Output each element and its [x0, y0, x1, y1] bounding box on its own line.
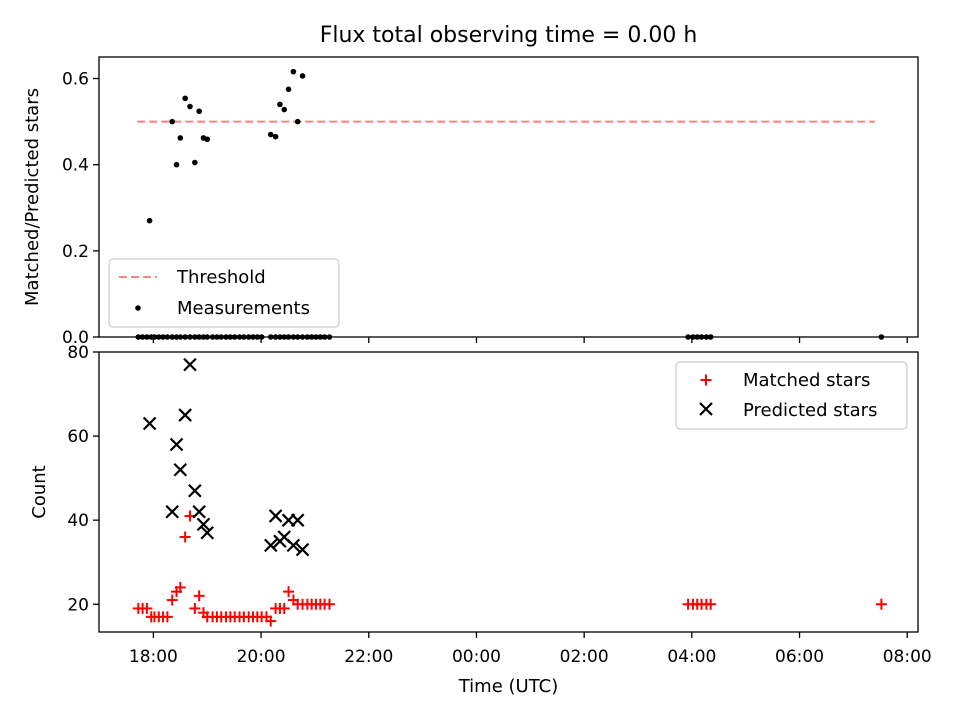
data-point	[281, 106, 288, 113]
legend-measurements-label: Measurements	[177, 298, 310, 319]
data-point	[177, 135, 184, 141]
data-point	[285, 86, 292, 93]
data-point-stroke	[268, 509, 283, 523]
data-point-stroke	[169, 437, 184, 452]
legend-box	[675, 361, 908, 430]
data-point	[142, 416, 157, 431]
data-point-stroke	[196, 517, 211, 532]
legend-threshold-label: Threshold	[176, 267, 266, 288]
data-point	[182, 95, 188, 102]
data-point	[166, 594, 178, 606]
legend-measurements-swatch	[135, 305, 141, 311]
data-point-stroke	[192, 504, 206, 519]
data-point	[169, 118, 176, 125]
data-point	[165, 504, 180, 519]
data-point	[267, 131, 274, 138]
x-tick-label: 00:00	[452, 647, 501, 667]
data-point	[278, 602, 290, 614]
data-point	[295, 542, 310, 557]
data-point	[146, 217, 153, 224]
x-tick-label: 04:00	[667, 647, 716, 667]
data-point	[189, 602, 201, 614]
legend-predicted-swatch	[699, 402, 713, 416]
data-point	[277, 101, 283, 108]
x-tick-label: 02:00	[560, 647, 609, 667]
count-panel: 20 40 60 80 18:00 20:00 22:00 00:00 02:00 04:00 06…	[29, 343, 932, 697]
data-point-stroke	[286, 538, 301, 553]
data-point	[290, 513, 305, 527]
figure-title: Flux total observing time = 0.00 h	[320, 23, 698, 48]
data-point	[188, 483, 202, 498]
axes-frame	[98, 351, 919, 633]
x-tick-label: 06:00	[775, 647, 824, 667]
data-point	[196, 517, 211, 532]
data-point-stroke	[165, 504, 180, 519]
data-point	[263, 538, 278, 553]
data-point-stroke	[188, 483, 202, 498]
data-point	[192, 504, 206, 519]
data-point	[196, 108, 202, 115]
data-point-stroke	[173, 462, 188, 477]
y-tick-label: 0.4	[62, 156, 89, 176]
data-point	[290, 68, 297, 75]
x-axis-label: Time (UTC)	[458, 676, 559, 697]
y-tick-label: 0.6	[62, 70, 89, 90]
data-point	[193, 590, 205, 602]
series-predicted-stars	[142, 357, 310, 557]
data-point	[265, 615, 277, 627]
data-point	[875, 598, 887, 610]
legend: Matched stars Predicted stars	[675, 361, 908, 430]
data-point	[179, 531, 191, 543]
data-point	[192, 159, 198, 166]
data-point-stroke	[183, 357, 197, 372]
data-point	[187, 103, 193, 110]
data-point	[286, 538, 301, 553]
data-point-stroke	[290, 513, 305, 527]
data-point-stroke	[295, 542, 310, 557]
x-tick-label: 08:00	[883, 647, 932, 667]
data-point	[161, 611, 173, 623]
data-point-stroke	[142, 416, 157, 431]
legend-predicted-label: Predicted stars	[743, 400, 877, 421]
x-tick-label: 22:00	[344, 647, 393, 667]
legend: Threshold Measurements	[108, 258, 340, 328]
y-tick-label: 40	[67, 511, 89, 531]
data-point-stroke	[277, 530, 292, 544]
data-point	[204, 136, 211, 143]
data-point	[169, 437, 184, 452]
y-tick-label: 20	[67, 595, 89, 615]
data-point	[283, 586, 295, 598]
data-point-stroke	[200, 526, 215, 540]
data-point	[323, 598, 335, 610]
data-point-stroke	[263, 538, 278, 553]
series-matched-stars	[132, 510, 887, 627]
data-point	[200, 526, 215, 540]
y-tick-label: 80	[67, 343, 89, 363]
y-tick-label: 0.2	[62, 242, 89, 262]
data-point	[272, 133, 279, 140]
data-point	[178, 408, 192, 422]
data-point	[174, 581, 186, 593]
axes-frame	[98, 56, 919, 338]
y-tick-label: 0.0	[62, 328, 89, 348]
x-tick-label: 20:00	[237, 647, 286, 667]
data-point	[141, 602, 153, 614]
data-point	[173, 161, 180, 168]
legend-box	[108, 258, 340, 328]
ratio-panel: 0.0 0.2 0.4 0.6 Matched/Predicted stars Thres…	[22, 56, 919, 348]
data-point-stroke	[178, 408, 192, 422]
y-tick-label: 60	[67, 427, 89, 447]
data-point	[268, 509, 283, 523]
data-point	[705, 598, 717, 610]
data-point	[173, 462, 188, 477]
data-point	[183, 357, 197, 372]
data-point	[294, 118, 301, 125]
x-tick-label: 18:00	[129, 647, 178, 667]
y-axis-label: Matched/Predicted stars	[22, 88, 43, 306]
y-axis-label: Count	[29, 465, 50, 518]
data-point	[299, 73, 306, 79]
legend-matched-label: Matched stars	[743, 370, 870, 391]
